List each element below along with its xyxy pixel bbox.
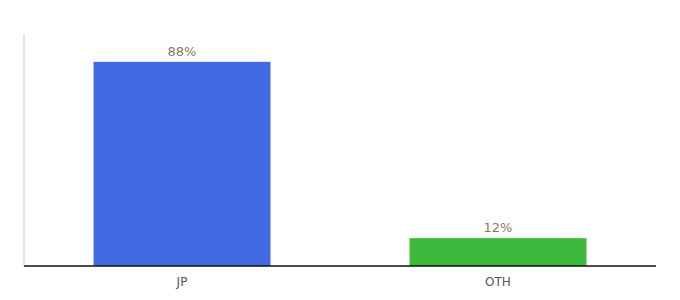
chart-container: 88% 12% JP OTH xyxy=(0,0,680,300)
y-axis-line xyxy=(24,34,25,266)
bars xyxy=(94,62,587,266)
x-tick-label: JP xyxy=(176,275,188,289)
bar xyxy=(410,238,587,266)
bar xyxy=(94,62,271,266)
x-tick-label: OTH xyxy=(485,275,511,289)
data-label: 12% xyxy=(484,220,513,235)
data-label: 88% xyxy=(168,44,197,59)
x-axis-line xyxy=(24,265,656,267)
chart-svg: 88% 12% JP OTH xyxy=(0,0,680,300)
